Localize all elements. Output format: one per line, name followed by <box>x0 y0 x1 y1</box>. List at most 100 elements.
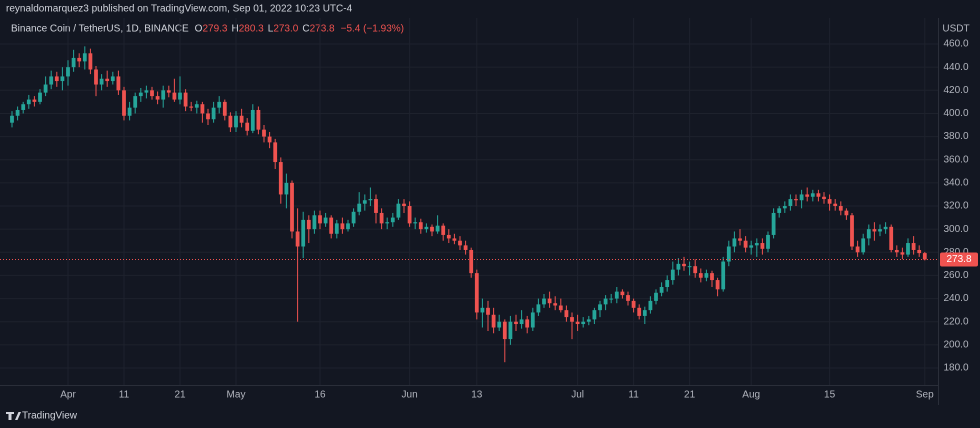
candle-body <box>105 78 110 82</box>
candle-body <box>116 76 121 91</box>
candle-body <box>922 253 927 260</box>
candle-body <box>855 246 860 253</box>
x-tick-label: Apr <box>60 390 76 401</box>
candle-body <box>463 245 468 250</box>
candle-body <box>519 319 524 325</box>
candle-body <box>172 92 177 100</box>
candle-body <box>38 92 42 102</box>
y-tick-label: 280.0 <box>943 247 968 258</box>
legend-change: −5.4 (−1.93%) <box>341 24 404 35</box>
candle-body <box>564 310 569 318</box>
candle-body <box>178 92 182 100</box>
candle-body <box>334 223 339 234</box>
publisher: reynaldomarquez3 published on TradingVie… <box>6 4 353 15</box>
candle-body <box>278 162 283 195</box>
legend-value: 280.3 <box>239 24 264 35</box>
candle-body <box>418 222 423 230</box>
candle-body <box>721 261 726 290</box>
candle-body <box>351 211 356 224</box>
candle-body <box>480 307 485 313</box>
candle-body <box>144 90 149 93</box>
candle-body <box>558 305 563 311</box>
candle-body <box>794 199 798 201</box>
x-tick-label: 11 <box>628 390 639 401</box>
candle-body <box>754 243 759 246</box>
candle-body <box>542 298 546 305</box>
candle-body <box>161 90 166 100</box>
candle-body <box>379 212 384 224</box>
candle-body <box>637 307 642 316</box>
candle-body <box>799 194 804 201</box>
candle-body <box>340 223 345 230</box>
candle-body <box>94 69 98 85</box>
candle-body <box>805 194 810 197</box>
y-tick-label: 300.0 <box>943 224 968 235</box>
x-tick-label: Sep <box>916 390 934 401</box>
candle-body <box>262 129 266 137</box>
candle-body <box>486 307 490 315</box>
candle-body <box>883 226 888 230</box>
candle-body <box>312 215 317 230</box>
candle-body <box>553 303 558 306</box>
x-tick-label: 11 <box>119 390 130 401</box>
candle-body <box>698 273 703 278</box>
candle-body <box>99 78 104 85</box>
legend-value: 273.8 <box>310 24 335 35</box>
candle-body <box>385 222 390 224</box>
candle-body <box>284 182 289 195</box>
candle-body <box>670 269 675 281</box>
candle-body <box>26 99 31 105</box>
candle-body <box>77 57 82 62</box>
candle-body <box>183 92 188 107</box>
candle-body <box>357 203 362 212</box>
y-unit: USDT <box>942 24 969 35</box>
candle-body <box>861 238 866 253</box>
candle-body <box>682 263 686 267</box>
candle-body <box>782 206 787 209</box>
candle-body <box>654 292 658 301</box>
candle-body <box>239 115 244 123</box>
candle-body <box>822 196 826 200</box>
y-tick-label: 400.0 <box>943 108 968 119</box>
candle-body <box>665 280 670 288</box>
y-tick-label: 380.0 <box>943 131 968 142</box>
candle-body <box>704 273 709 278</box>
y-tick-label: 340.0 <box>943 178 968 189</box>
candle-body <box>295 231 300 247</box>
candle-body <box>110 76 115 82</box>
candle-body <box>49 76 54 85</box>
candle-body <box>850 215 854 247</box>
candle-body <box>374 199 378 213</box>
candle-body <box>872 229 877 232</box>
x-tick-label: 15 <box>824 390 836 401</box>
candle-body <box>659 287 664 293</box>
candle-body <box>88 53 93 70</box>
candle-body <box>626 295 630 301</box>
candle-body <box>648 300 653 311</box>
candle-body <box>318 215 322 224</box>
y-tick-label: 180.0 <box>943 363 968 374</box>
candle-body <box>133 96 138 108</box>
candle-body <box>166 90 171 93</box>
candle-body <box>766 234 770 249</box>
candle-body <box>329 217 334 234</box>
candle-body <box>502 321 507 340</box>
candle-body <box>273 142 278 163</box>
symbol: Binance Coin / TetherUS, 1D, BINANCE <box>11 24 189 35</box>
candle-body <box>878 229 882 232</box>
candle-body <box>491 314 496 328</box>
candle-body <box>508 321 513 340</box>
candle-body <box>889 226 894 250</box>
candle-body <box>687 266 692 268</box>
candle-body <box>592 310 597 320</box>
legend-key: O <box>195 24 203 35</box>
candle-body <box>474 273 479 313</box>
last-price-label: 273.8 <box>946 254 971 265</box>
candle-body <box>206 113 210 120</box>
y-tick-label: 360.0 <box>943 154 968 165</box>
candle-body <box>586 319 591 322</box>
grid <box>0 18 938 385</box>
candle-body <box>469 249 474 274</box>
